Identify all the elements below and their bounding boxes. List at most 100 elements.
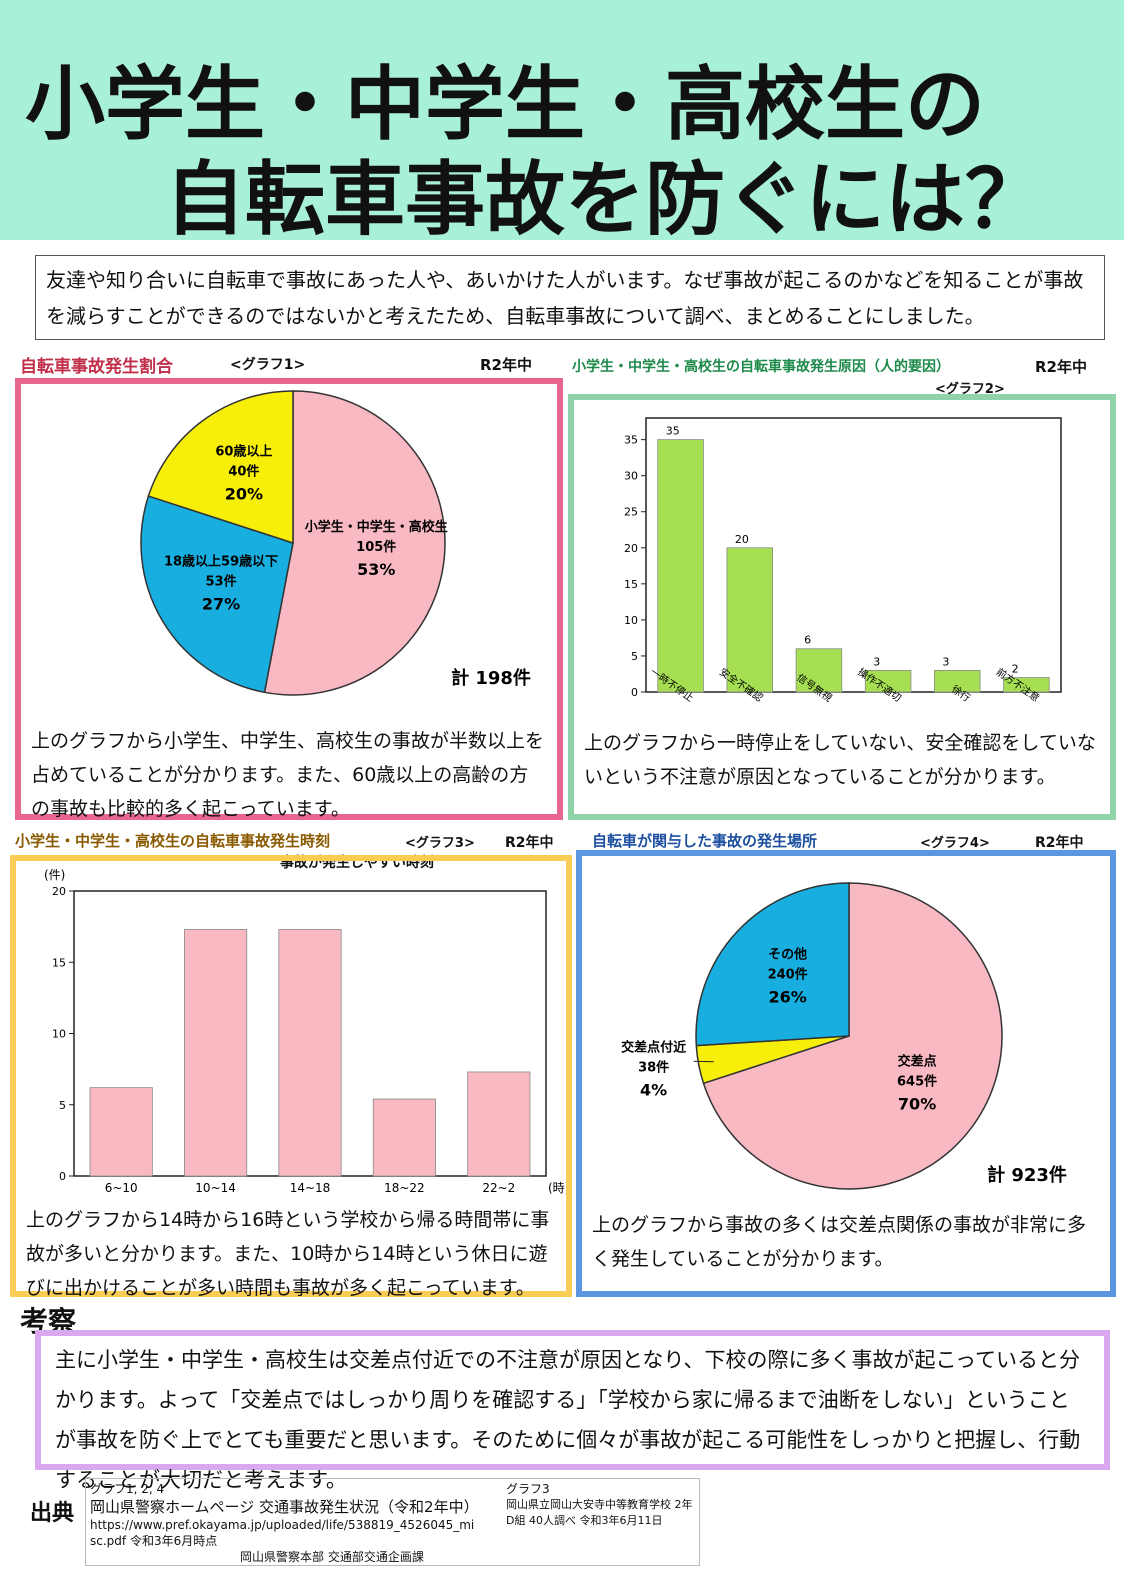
source-heading: 出典 [30, 1501, 75, 1526]
bar [726, 547, 773, 693]
period: R2年中 [480, 356, 532, 374]
bar [657, 439, 704, 693]
data-label: 20 [735, 533, 749, 546]
panel: 交差点 645件 70% 交差点付近 38件 4% その他 240件 26% 計 923件 上のグ… [576, 850, 1116, 1297]
bar [1003, 677, 1050, 693]
source-text: 岡山県立岡山大安寺中等教育学校 2年D組 40人調べ 令和3年6月11日 [506, 1498, 693, 1527]
x-tick-label: 6~10 [105, 1181, 138, 1195]
slice-count: 53件 [205, 574, 236, 590]
bar [372, 1098, 436, 1177]
pie-slice [702, 882, 1003, 1190]
chart-label: <グラフ2> [935, 382, 1005, 397]
chart: 0510152025303535一時不停止20安全不確認6信号無視3操作不適切3… [624, 417, 1062, 704]
x-tick-label: 14~18 [290, 1181, 331, 1195]
source-text: グラフ3 [506, 1482, 550, 1496]
pie-slice [263, 390, 446, 696]
slice-percent: 70% [898, 1094, 936, 1113]
slice-count: 105件 [356, 539, 396, 555]
consideration: 主に小学生・中学生・高校生は交差点付近での不注意が原因となり、下校の際に多く事故… [35, 1330, 1110, 1492]
data-label: 3 [873, 655, 880, 668]
chart: 交差点 645件 70% 交差点付近 38件 4% その他 240件 26% 計 923件 [621, 882, 1067, 1190]
slice-percent: 53% [357, 560, 395, 579]
slice-percent: 20% [225, 484, 263, 503]
source-text: https://www.pref.okayama.jp/uploaded/lif… [90, 1518, 475, 1548]
slice-label: 小学生・中学生・高校生 [305, 519, 448, 535]
chart-label: <グラフ1> [230, 357, 306, 373]
slice-count: 240件 [768, 966, 808, 982]
y-tick-label: 10 [624, 614, 638, 627]
period: R2年中 [505, 835, 554, 851]
slice-label: 交差点 [898, 1053, 937, 1069]
y-tick-label: 15 [52, 956, 66, 969]
chart-title: 自転車が関与した事故の発生場所 [592, 832, 818, 850]
y-tick-label: 25 [624, 506, 638, 519]
source-text: 岡山県警察本部 交通部交通企画課 [240, 1550, 424, 1564]
y-tick-label: 15 [624, 578, 638, 591]
panel: 0 5 10 15 20 6~10 10~14 14~18 18~22 22~2 (件) (時) 上の… [10, 855, 572, 1299]
slice-count: 40件 [228, 463, 259, 479]
y-tick-label: 20 [624, 542, 638, 555]
header: 小学生・中学生・高校生の 自転車事故を防ぐには？ [0, 0, 1124, 246]
chart-label: <グラフ3> [405, 836, 475, 851]
bar [278, 929, 342, 1177]
slice-label: その他 [768, 946, 807, 962]
slice-percent: 26% [769, 987, 807, 1006]
bar [184, 929, 248, 1177]
bar [89, 1087, 153, 1177]
chart-title: 自転車事故発生割合 [20, 357, 173, 377]
data-label: 6 [804, 634, 811, 647]
title-line: 小学生・中学生・高校生の [25, 58, 985, 151]
data-label: 3 [942, 655, 949, 668]
chart: 0 5 10 15 20 6~10 10~14 14~18 18~22 22~2 (件) (時) [44, 868, 566, 1195]
source-text: グラフ1, 2, 4 [90, 1482, 165, 1496]
slice-count: 38件 [638, 1059, 669, 1075]
comment: 上のグラフから小学生、中学生、高校生の事故が半数以上を占めていることが分かります… [31, 730, 545, 820]
bar [864, 669, 912, 693]
leader-line [693, 1060, 714, 1063]
pie-slice [140, 495, 294, 694]
source-box: グラフ1, 2, 4 岡山県警察ホームページ 交通事故発生状況（令和2年中） h… [85, 1478, 700, 1566]
comment: 上のグラフから一時停止をしていない、安全確認をしていないという不注意が原因となっ… [584, 732, 1096, 788]
bar [467, 1071, 531, 1177]
x-axis-label: (時) [548, 1181, 566, 1195]
slice-label: 18歳以上59歳以下 [164, 554, 278, 570]
slice-label: 60歳以上 [215, 443, 272, 459]
y-tick-label: 10 [52, 1028, 66, 1041]
y-tick-label: 5 [59, 1099, 66, 1112]
x-tick-label: 18~22 [384, 1181, 425, 1195]
y-tick-label: 5 [631, 650, 638, 663]
y-tick-label: 0 [59, 1170, 66, 1183]
title-line: 自転車事故を防ぐには？ [165, 153, 1045, 246]
intro: 友達や知り合いに自転車で事故にあった人や、あいかけた人がいます。なぜ事故が起こる… [35, 255, 1105, 340]
y-tick-label: 20 [52, 885, 66, 898]
slice-percent: 4% [640, 1080, 667, 1099]
plot-frame [645, 417, 1062, 693]
data-label: 35 [666, 425, 680, 438]
slice-label: 交差点付近 [621, 1039, 686, 1055]
period: R2年中 [1035, 835, 1084, 851]
source-text: 岡山県警察ホームページ 交通事故発生状況（令和2年中） [90, 1498, 479, 1516]
chart-label: <グラフ4> [920, 836, 990, 851]
comment: 上のグラフから14時から16時という学校から帰る時間帯に事故が多いと分かります。… [26, 1209, 550, 1299]
x-tick-label: 10~14 [195, 1181, 236, 1195]
data-label: 2 [1012, 663, 1019, 676]
bar [934, 669, 981, 693]
y-tick-label: 30 [624, 470, 638, 483]
total-label: 計 923件 [987, 1164, 1067, 1186]
x-tick-label: 22~2 [482, 1181, 515, 1195]
slice-count: 645件 [897, 1073, 937, 1089]
pie-slice [695, 882, 850, 1047]
slice-percent: 27% [202, 595, 240, 614]
panel: 0 5 10 15 20 25 30 35 35 一時不停止 20 安全不確認 6 信号無視 3 操作不適切 3… [568, 394, 1116, 820]
y-axis-label: (件) [44, 868, 65, 882]
period: R2年中 [1035, 358, 1087, 376]
bar [795, 648, 843, 693]
chart-title: 小学生・中学生・高校生の自転車事故発生原因（人的要因） [572, 359, 950, 375]
y-tick-label: 35 [624, 434, 638, 447]
comment: 上のグラフから事故の多くは交差点関係の事故が非常に多く発生していることが分かりま… [592, 1214, 1087, 1270]
pie-slice [147, 390, 294, 545]
panel: 小学生・中学生・高校生 105件 53% 18歳以上59歳以下 53件 27% 60歳以上 4… [15, 378, 563, 820]
total-label: 計 198件 [451, 667, 531, 689]
y-tick-label: 0 [631, 686, 638, 699]
